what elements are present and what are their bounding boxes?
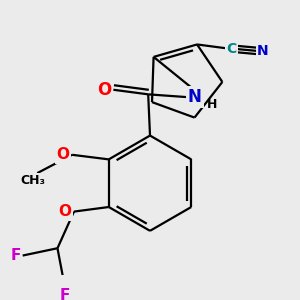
Text: O: O <box>56 147 70 162</box>
Text: H: H <box>207 98 217 111</box>
Text: N: N <box>188 88 202 106</box>
Text: F: F <box>10 248 20 263</box>
Text: O: O <box>58 204 71 219</box>
Text: N: N <box>257 44 269 58</box>
Text: CH₃: CH₃ <box>20 174 45 187</box>
Text: F: F <box>60 288 70 300</box>
Text: C: C <box>227 42 237 56</box>
Text: O: O <box>97 81 111 99</box>
